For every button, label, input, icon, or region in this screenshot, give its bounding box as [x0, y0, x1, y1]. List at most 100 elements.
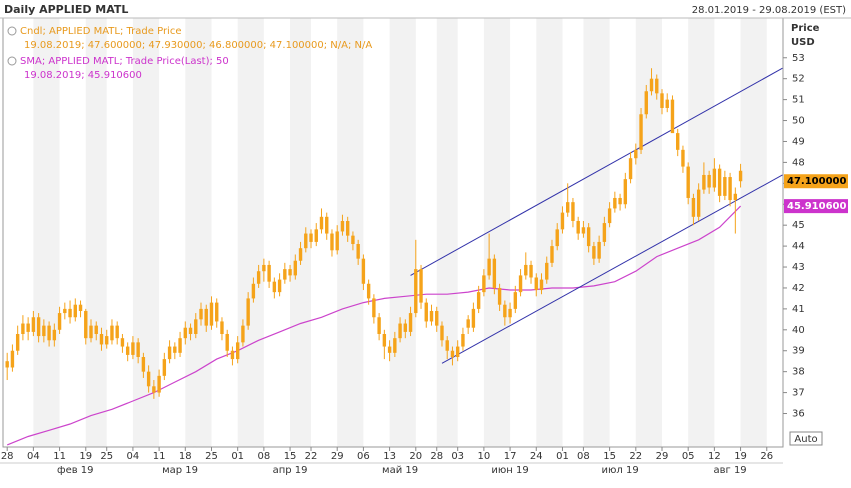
x-tick-label: 11	[53, 451, 66, 462]
y-tick-label: 42	[792, 283, 805, 294]
candle-body	[393, 338, 397, 353]
candle-body	[162, 359, 167, 376]
week-stripe	[33, 18, 60, 447]
candle-body	[529, 264, 533, 278]
x-tick-label: 25	[100, 451, 113, 462]
candle-body	[125, 346, 130, 355]
candle-body	[628, 158, 633, 180]
x-tick-label: 28	[1, 451, 14, 462]
y-axis-unit: USD	[791, 37, 815, 48]
candle-body	[110, 325, 114, 341]
candle-body	[618, 197, 622, 205]
x-tick-label: 29	[331, 451, 344, 462]
candle-body	[539, 279, 544, 291]
candle-body	[691, 197, 696, 217]
x-tick-label: 15	[284, 451, 297, 462]
candle-body	[476, 292, 481, 309]
candle-body	[225, 333, 229, 351]
candle-body	[235, 342, 240, 360]
candle-body	[649, 78, 654, 92]
candle-body	[550, 246, 554, 263]
week-stripe	[290, 18, 312, 447]
x-tick-label: 11	[153, 451, 166, 462]
candle-body	[482, 275, 486, 293]
candle-body	[272, 281, 277, 293]
legend-detail: 19.08.2019; 47.600000; 47.930000; 46.800…	[24, 40, 372, 51]
y-tick-label: 53	[792, 53, 805, 64]
candle-body	[246, 298, 250, 326]
month-label: июл 19	[601, 465, 638, 476]
candle-body	[57, 313, 62, 330]
x-tick-label: 05	[682, 451, 695, 462]
candle-body	[508, 308, 512, 318]
candle-body	[21, 323, 25, 334]
week-stripe	[132, 18, 160, 447]
month-label: май 19	[382, 465, 418, 476]
week-stripe	[740, 18, 767, 447]
x-tick-label: 28	[430, 451, 443, 462]
candle-body	[566, 202, 570, 213]
candle-body	[277, 279, 282, 293]
candle-body	[440, 325, 444, 341]
candle-body	[361, 258, 366, 284]
candle-body	[298, 248, 303, 261]
candle-body	[455, 346, 460, 358]
candle-body	[283, 269, 287, 280]
candle-body	[717, 168, 722, 196]
candle-body	[676, 133, 680, 150]
week-stripe	[85, 18, 107, 447]
candle-body	[115, 325, 119, 339]
x-tick-label: 12	[708, 451, 721, 462]
candle-body	[613, 197, 617, 209]
candle-body	[492, 258, 497, 288]
candle-body	[728, 177, 732, 201]
auto-button-label[interactable]: Auto	[794, 434, 817, 445]
candle-body	[681, 149, 685, 167]
candle-body	[209, 302, 214, 326]
candle-body	[204, 308, 208, 326]
x-tick-label: 04	[127, 451, 140, 462]
candle-body	[424, 302, 428, 322]
legend-name: SMA; APPLIED MATL; Trade Price(Last); 50	[20, 56, 229, 67]
x-tick-label: 10	[478, 451, 491, 462]
candle-body	[686, 166, 690, 198]
y-tick-label: 51	[792, 95, 805, 106]
candle-body	[314, 229, 318, 242]
x-tick-label: 13	[383, 451, 396, 462]
candle-body	[68, 308, 72, 318]
candle-body	[403, 323, 408, 332]
x-tick-label: 19	[734, 451, 747, 462]
candle-body	[382, 333, 387, 347]
month-label: авг 19	[713, 465, 746, 476]
price-tag-label: 47.100000	[787, 176, 847, 187]
candle-body	[146, 371, 151, 387]
candle-body	[304, 233, 308, 249]
candle-body	[345, 220, 350, 236]
candle-body	[696, 189, 701, 217]
x-tick-label: 04	[27, 451, 40, 462]
candle-body	[194, 319, 198, 334]
auto-button[interactable]	[789, 431, 823, 446]
month-label: апр 19	[273, 465, 308, 476]
candle-body	[183, 327, 187, 339]
candle-body	[105, 336, 109, 345]
candle-body	[141, 357, 146, 372]
x-tick-label: 22	[305, 451, 318, 462]
candle-body	[230, 350, 235, 360]
candle-body	[215, 302, 219, 322]
price-tag	[784, 174, 848, 189]
x-tick-label: 06	[357, 451, 370, 462]
x-tick-label: 08	[577, 451, 590, 462]
candle-body	[89, 325, 93, 339]
x-tick-label: 08	[258, 451, 271, 462]
candle-body	[52, 329, 57, 341]
month-label: фев 19	[57, 465, 94, 476]
x-tick-label: 15	[603, 451, 616, 462]
candle-body	[377, 317, 381, 334]
candle-body	[251, 283, 256, 299]
candle-body	[398, 323, 402, 339]
candle-body	[94, 325, 98, 334]
candle-body	[644, 91, 648, 115]
x-tick-label: 01	[231, 451, 244, 462]
y-tick-label: 44	[792, 241, 805, 252]
